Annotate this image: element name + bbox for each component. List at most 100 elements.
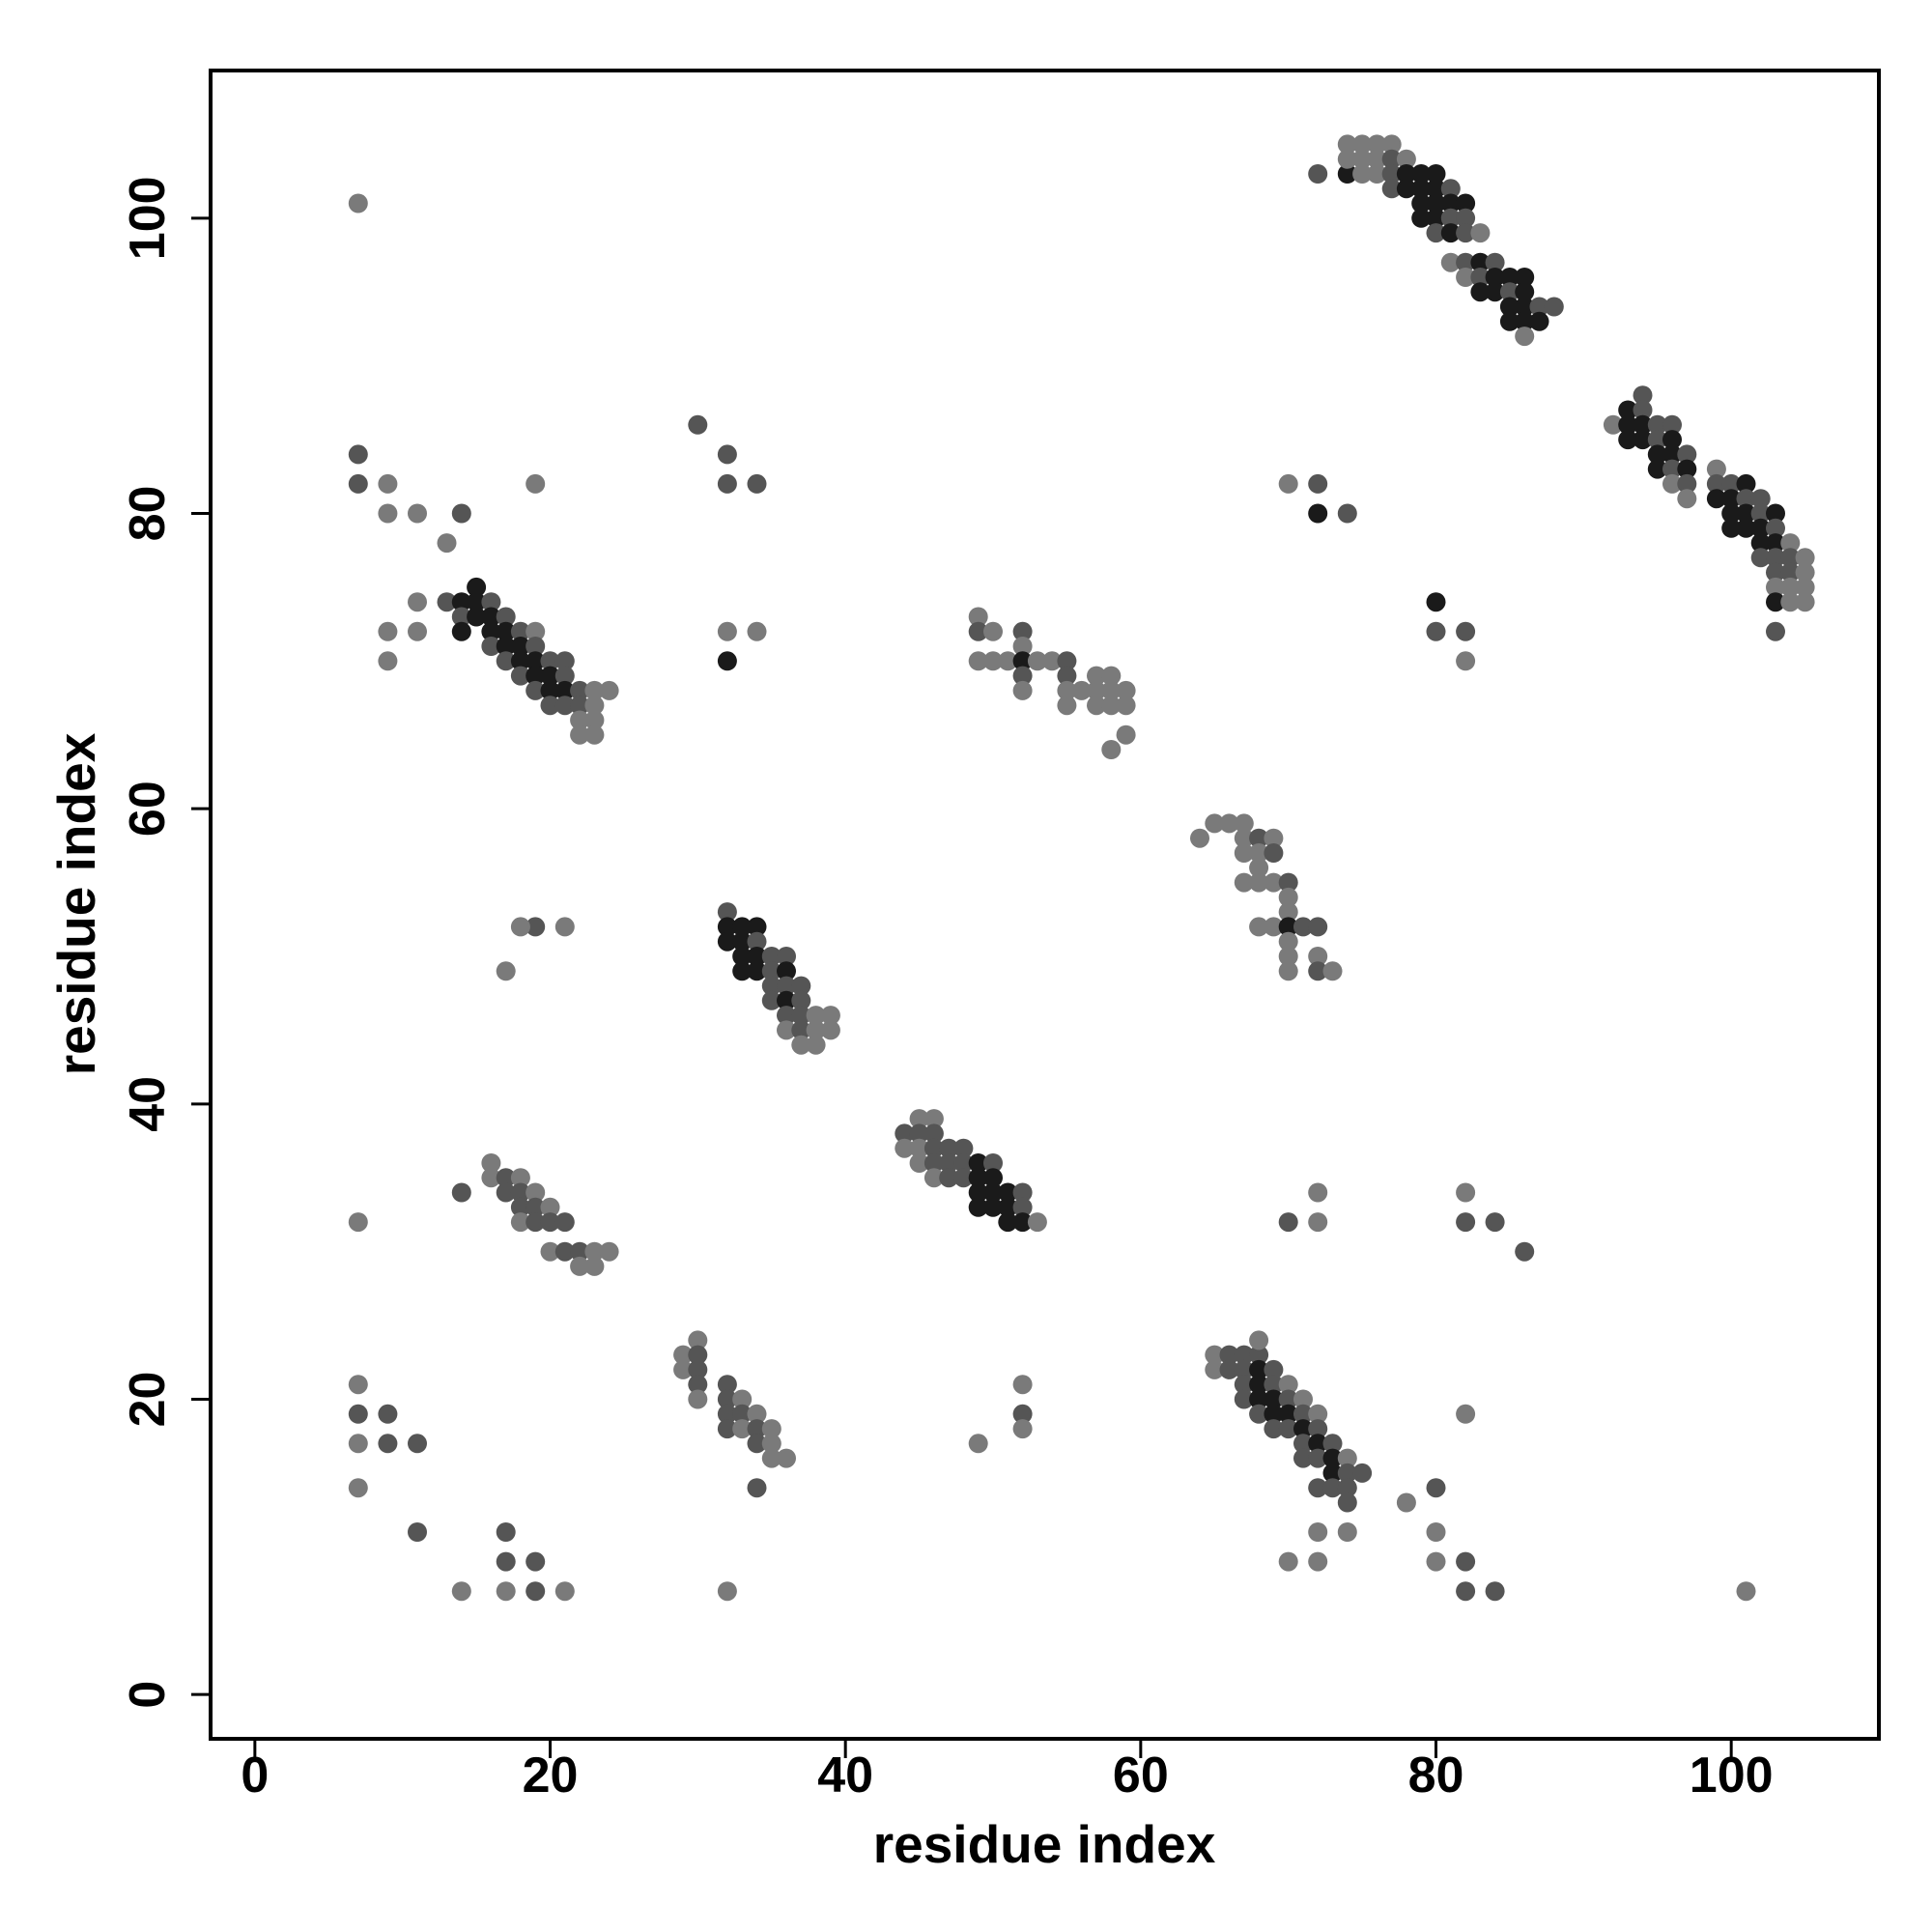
x-tick-label: 40 bbox=[817, 1747, 873, 1804]
data-point bbox=[348, 1478, 368, 1498]
data-point bbox=[1012, 637, 1033, 656]
data-point bbox=[1706, 473, 1726, 494]
data-point bbox=[953, 1138, 974, 1158]
data-point bbox=[1116, 680, 1136, 700]
data-point bbox=[761, 1419, 781, 1439]
data-point bbox=[983, 1168, 1003, 1188]
data-point bbox=[1470, 282, 1491, 302]
data-point bbox=[584, 724, 605, 745]
data-point bbox=[968, 1197, 988, 1217]
data-point bbox=[747, 1404, 767, 1424]
y-tick-label: 60 bbox=[120, 781, 176, 837]
data-point bbox=[1499, 297, 1520, 317]
data-point bbox=[1440, 223, 1461, 243]
data-point bbox=[481, 621, 501, 641]
data-point bbox=[1618, 430, 1638, 450]
data-point bbox=[1515, 1241, 1535, 1262]
data-point bbox=[761, 961, 781, 981]
data-point bbox=[1662, 459, 1682, 479]
data-point bbox=[968, 651, 988, 671]
data-point bbox=[1456, 651, 1476, 671]
data-point bbox=[510, 1212, 530, 1233]
data-point bbox=[1071, 680, 1092, 700]
data-point bbox=[1264, 1375, 1284, 1395]
data-point bbox=[1249, 828, 1269, 848]
data-point bbox=[1234, 872, 1254, 893]
data-point bbox=[1780, 592, 1801, 612]
data-point bbox=[1470, 252, 1491, 272]
data-point bbox=[1278, 1419, 1298, 1439]
data-point bbox=[496, 651, 516, 671]
data-point bbox=[777, 1006, 796, 1026]
data-point bbox=[939, 1168, 959, 1188]
data-point bbox=[1647, 414, 1667, 435]
data-point bbox=[1766, 548, 1785, 568]
data-point bbox=[554, 1581, 575, 1602]
data-point bbox=[1278, 887, 1298, 907]
data-point bbox=[1426, 621, 1446, 641]
data-point bbox=[526, 1212, 546, 1233]
data-point bbox=[496, 1581, 516, 1602]
data-point bbox=[481, 607, 501, 627]
data-point bbox=[526, 1551, 546, 1572]
data-point bbox=[747, 1478, 767, 1498]
data-point bbox=[1780, 577, 1801, 597]
data-point bbox=[1057, 666, 1077, 686]
data-point bbox=[348, 1212, 368, 1233]
data-point bbox=[1766, 577, 1785, 597]
data-point bbox=[1278, 961, 1298, 981]
data-point bbox=[1027, 651, 1047, 671]
data-point bbox=[510, 1182, 530, 1203]
y-tick-label: 100 bbox=[120, 176, 176, 260]
data-point bbox=[1205, 1359, 1225, 1379]
data-point bbox=[1677, 473, 1697, 494]
data-point bbox=[554, 651, 575, 671]
data-point bbox=[1721, 503, 1742, 524]
data-point bbox=[1264, 917, 1284, 937]
data-point bbox=[1205, 813, 1225, 834]
data-point bbox=[1101, 696, 1122, 716]
y-tick-label: 0 bbox=[120, 1681, 176, 1709]
data-point bbox=[540, 1212, 560, 1233]
data-point bbox=[923, 1123, 944, 1144]
data-point bbox=[1485, 1581, 1505, 1602]
data-point bbox=[673, 1359, 694, 1379]
data-point bbox=[1647, 444, 1667, 465]
data-point bbox=[570, 710, 590, 730]
data-point bbox=[761, 990, 781, 1010]
data-point bbox=[1367, 134, 1387, 155]
data-point bbox=[1234, 1359, 1254, 1379]
data-point bbox=[1456, 621, 1476, 641]
data-point bbox=[1057, 696, 1077, 716]
data-point bbox=[1795, 562, 1815, 582]
data-point bbox=[1337, 1522, 1357, 1542]
data-point bbox=[1456, 208, 1476, 228]
data-point bbox=[1603, 414, 1623, 435]
data-point bbox=[820, 1006, 840, 1026]
data-point bbox=[510, 1168, 530, 1188]
x-axis-title: residue index bbox=[873, 1814, 1216, 1874]
data-point bbox=[1293, 1448, 1313, 1468]
data-point bbox=[451, 592, 471, 612]
data-point bbox=[1293, 1419, 1313, 1439]
data-point bbox=[1308, 917, 1328, 937]
data-point bbox=[1515, 282, 1535, 302]
data-point bbox=[688, 1345, 708, 1365]
data-point bbox=[1234, 843, 1254, 863]
data-point bbox=[481, 637, 501, 656]
data-point bbox=[747, 961, 767, 981]
data-point bbox=[1205, 1345, 1225, 1365]
data-point bbox=[1249, 1404, 1269, 1424]
data-point bbox=[496, 621, 516, 641]
data-point bbox=[1293, 917, 1313, 937]
data-point bbox=[717, 931, 737, 952]
data-point bbox=[1706, 489, 1726, 509]
data-point bbox=[1308, 1478, 1328, 1498]
data-point bbox=[806, 1006, 826, 1026]
data-point bbox=[1087, 696, 1106, 716]
data-point bbox=[747, 917, 767, 937]
data-point bbox=[717, 1375, 737, 1395]
data-point bbox=[983, 1153, 1003, 1173]
data-point bbox=[791, 1035, 811, 1055]
data-point bbox=[1308, 1404, 1328, 1424]
